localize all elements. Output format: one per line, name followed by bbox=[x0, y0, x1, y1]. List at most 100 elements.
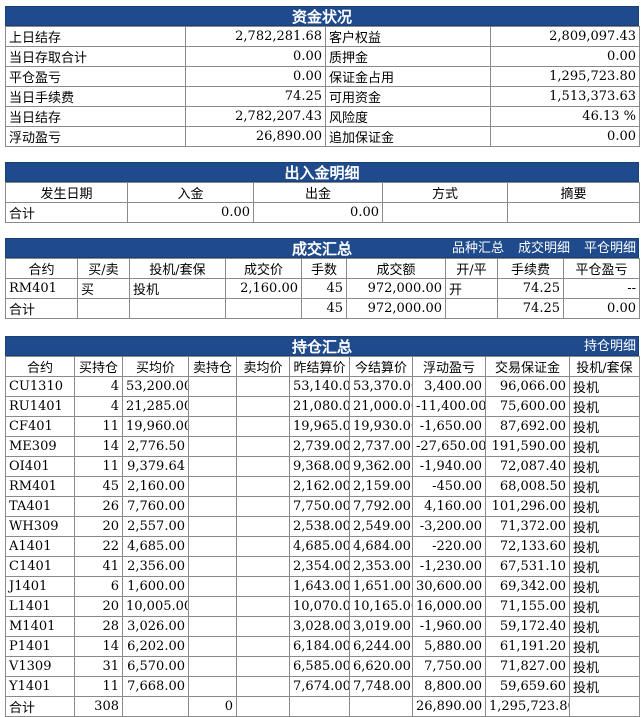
fund-value: 74.25 bbox=[185, 86, 326, 107]
position-cell: TA401 bbox=[5, 496, 75, 517]
total-cell: 1,295,723.80 bbox=[485, 696, 570, 717]
fund-label: 质押金 bbox=[325, 46, 491, 67]
position-cell: 72,087.40 bbox=[485, 456, 570, 477]
fund-value: 2,782,207.43 bbox=[185, 106, 326, 127]
position-cell: 2,162.00 bbox=[289, 476, 350, 497]
position-cell: 59,172.40 bbox=[485, 616, 570, 637]
position-cell: 30,600.00 bbox=[412, 576, 486, 597]
position-cell: 4,684.00 bbox=[349, 536, 413, 557]
position-cell bbox=[236, 476, 290, 497]
trades-section: 成交汇总 品种汇总 成交明细 平仓明细 合约 买/卖 投机/套保 成交价 手数 成交额 开/平手… bbox=[5, 238, 640, 319]
position-cell: 9,368.00 bbox=[289, 456, 350, 477]
position-cell bbox=[236, 596, 290, 617]
position-cell: P1401 bbox=[5, 636, 75, 657]
position-cell: 96,066.00 bbox=[485, 376, 570, 397]
position-cell: 投机 bbox=[569, 636, 640, 657]
position-cell bbox=[188, 496, 237, 517]
position-cell: 68,008.50 bbox=[485, 476, 570, 497]
trades-table: 合约 买/卖 投机/套保 成交价 手数 成交额 开/平 手续费 平仓盈亏 RM401 买投机 2,16… bbox=[5, 258, 640, 319]
column-header: 合约 bbox=[5, 258, 78, 279]
cashflow-title: 出入金明细 bbox=[284, 164, 360, 182]
position-cell: 11 bbox=[74, 456, 123, 477]
position-cell: 6,184.00 bbox=[289, 636, 350, 657]
position-cell bbox=[188, 416, 237, 437]
fund-value: 0.00 bbox=[490, 46, 640, 67]
position-cell bbox=[236, 676, 290, 697]
column-header: 投机/套保 bbox=[569, 356, 640, 377]
position-cell: 投机 bbox=[569, 616, 640, 637]
fund-value: 2,782,281.68 bbox=[185, 26, 326, 47]
trades-link-0[interactable]: 品种汇总 bbox=[451, 241, 504, 256]
fund-label: 客户权益 bbox=[325, 26, 491, 47]
position-cell: 1,600.00 bbox=[122, 576, 189, 597]
position-cell: 投机 bbox=[569, 416, 640, 437]
table-row: TA401 26 7,760.00 7,750.00 7,792.00 4,160.00 1… bbox=[5, 496, 640, 517]
position-cell: -11,400.00 bbox=[412, 396, 486, 417]
position-cell: 101,296.00 bbox=[485, 496, 570, 517]
position-cell: J1401 bbox=[5, 576, 75, 597]
position-cell: 投机 bbox=[569, 656, 640, 677]
fund-row: 浮动盈亏 26,890.00 追加保证金 0.00 bbox=[5, 126, 640, 147]
position-cell: -1,940.00 bbox=[412, 456, 486, 477]
position-cell: OI401 bbox=[5, 456, 75, 477]
positions-link-0[interactable]: 持仓明细 bbox=[583, 339, 636, 354]
position-cell: 21,080.00 bbox=[289, 396, 350, 417]
position-cell: -1,960.00 bbox=[412, 616, 486, 637]
position-cell: 72,133.60 bbox=[485, 536, 570, 557]
position-cell: 7,668.00 bbox=[122, 676, 189, 697]
position-cell: 7,674.00 bbox=[289, 676, 350, 697]
fund-value: 1,295,723.80 bbox=[490, 66, 640, 87]
position-cell: 10,165.00 bbox=[349, 596, 413, 617]
trades-link-2[interactable]: 平仓明细 bbox=[583, 241, 636, 256]
column-header: 浮动盈亏 bbox=[412, 356, 486, 377]
total-cell bbox=[77, 298, 130, 319]
position-cell: 投机 bbox=[569, 456, 640, 477]
position-cell bbox=[236, 416, 290, 437]
fund-row: 当日结存 2,782,207.43 风险度 46.13 % bbox=[5, 106, 640, 127]
table-row: V1309 31 6,570.00 6,585.00 6,620.00 7,750.00 7… bbox=[5, 656, 640, 677]
column-header: 合约 bbox=[5, 356, 75, 377]
position-cell: 6,620.00 bbox=[349, 656, 413, 677]
position-cell: 6,570.00 bbox=[122, 656, 189, 677]
trades-link-1[interactable]: 成交明细 bbox=[517, 241, 570, 256]
position-cell: 3,400.00 bbox=[412, 376, 486, 397]
total-cell: 74.25 bbox=[497, 298, 564, 319]
position-cell: 7,750.00 bbox=[289, 496, 350, 517]
fund-label: 可用资金 bbox=[325, 86, 491, 107]
position-cell: 21,285.00 bbox=[122, 396, 189, 417]
position-cell: 53,370.00 bbox=[349, 376, 413, 397]
position-cell: 2,356.00 bbox=[122, 556, 189, 577]
column-header: 昨结算价 bbox=[289, 356, 350, 377]
positions-title: 持仓汇总 bbox=[291, 338, 352, 356]
total-cell: 0 bbox=[188, 696, 237, 717]
column-header: 投机/套保 bbox=[129, 258, 226, 279]
position-cell: 22 bbox=[74, 536, 123, 557]
column-header: 入金 bbox=[127, 182, 254, 203]
position-cell: 20 bbox=[74, 516, 123, 537]
position-cell bbox=[188, 596, 237, 617]
position-cell: 45 bbox=[74, 476, 123, 497]
position-cell: 5,880.00 bbox=[412, 636, 486, 657]
column-header: 买/卖 bbox=[77, 258, 130, 279]
column-header: 方式 bbox=[382, 182, 508, 203]
fund-row: 当日存取合计 0.00 质押金 0.00 bbox=[5, 46, 640, 67]
column-header: 交易保证金 bbox=[485, 356, 570, 377]
cashflow-header: 出入金明细 bbox=[5, 162, 639, 182]
fund-label: 当日结存 bbox=[5, 106, 186, 127]
table-row: RM401 买投机 2,160.00 45 972,000.00 开 74.25 -- bbox=[5, 278, 640, 299]
column-header: 买均价 bbox=[122, 356, 189, 377]
position-cell: 59,659.60 bbox=[485, 676, 570, 697]
position-cell bbox=[236, 516, 290, 537]
fund-header: 资金状况 bbox=[5, 6, 639, 26]
position-cell bbox=[236, 636, 290, 657]
column-header: 买持仓 bbox=[74, 356, 123, 377]
table-row: C1401 41 2,356.00 2,354.00 2,353.00 -1,230.00… bbox=[5, 556, 640, 577]
position-cell: 10,005.00 bbox=[122, 596, 189, 617]
position-cell: 2,353.00 bbox=[349, 556, 413, 577]
column-header: 今结算价 bbox=[349, 356, 413, 377]
trade-cell: 74.25 bbox=[497, 278, 564, 299]
position-cell: 7,760.00 bbox=[122, 496, 189, 517]
position-cell: 11 bbox=[74, 416, 123, 437]
position-cell: 6,585.00 bbox=[289, 656, 350, 677]
